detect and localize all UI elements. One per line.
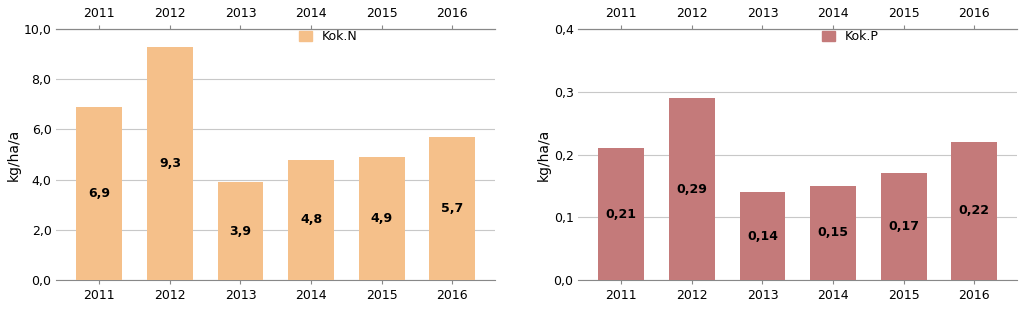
Bar: [217, 182, 263, 280]
Bar: [358, 157, 404, 280]
Text: 0,17: 0,17: [888, 220, 920, 233]
Text: 0,29: 0,29: [677, 183, 708, 196]
Text: 9,3: 9,3: [159, 157, 181, 170]
Text: 6,9: 6,9: [88, 187, 111, 200]
Text: 0,14: 0,14: [746, 230, 778, 243]
Text: 3,9: 3,9: [229, 225, 252, 238]
Y-axis label: kg/ha/a: kg/ha/a: [537, 128, 551, 181]
Bar: [739, 192, 785, 280]
Bar: [147, 47, 193, 280]
Text: 0,22: 0,22: [958, 205, 989, 218]
Legend: Kok.P: Kok.P: [822, 30, 879, 43]
Bar: [429, 137, 475, 280]
Text: 4,8: 4,8: [300, 213, 323, 226]
Bar: [598, 148, 644, 280]
Text: 0,21: 0,21: [606, 208, 637, 221]
Bar: [881, 173, 927, 280]
Bar: [810, 186, 856, 280]
Text: 0,15: 0,15: [817, 226, 849, 239]
Bar: [951, 142, 997, 280]
Legend: Kok.N: Kok.N: [299, 30, 357, 43]
Y-axis label: kg/ha/a: kg/ha/a: [7, 128, 20, 181]
Bar: [77, 107, 122, 280]
Text: 5,7: 5,7: [441, 202, 463, 215]
Bar: [669, 98, 715, 280]
Text: 4,9: 4,9: [371, 212, 393, 225]
Bar: [288, 159, 334, 280]
